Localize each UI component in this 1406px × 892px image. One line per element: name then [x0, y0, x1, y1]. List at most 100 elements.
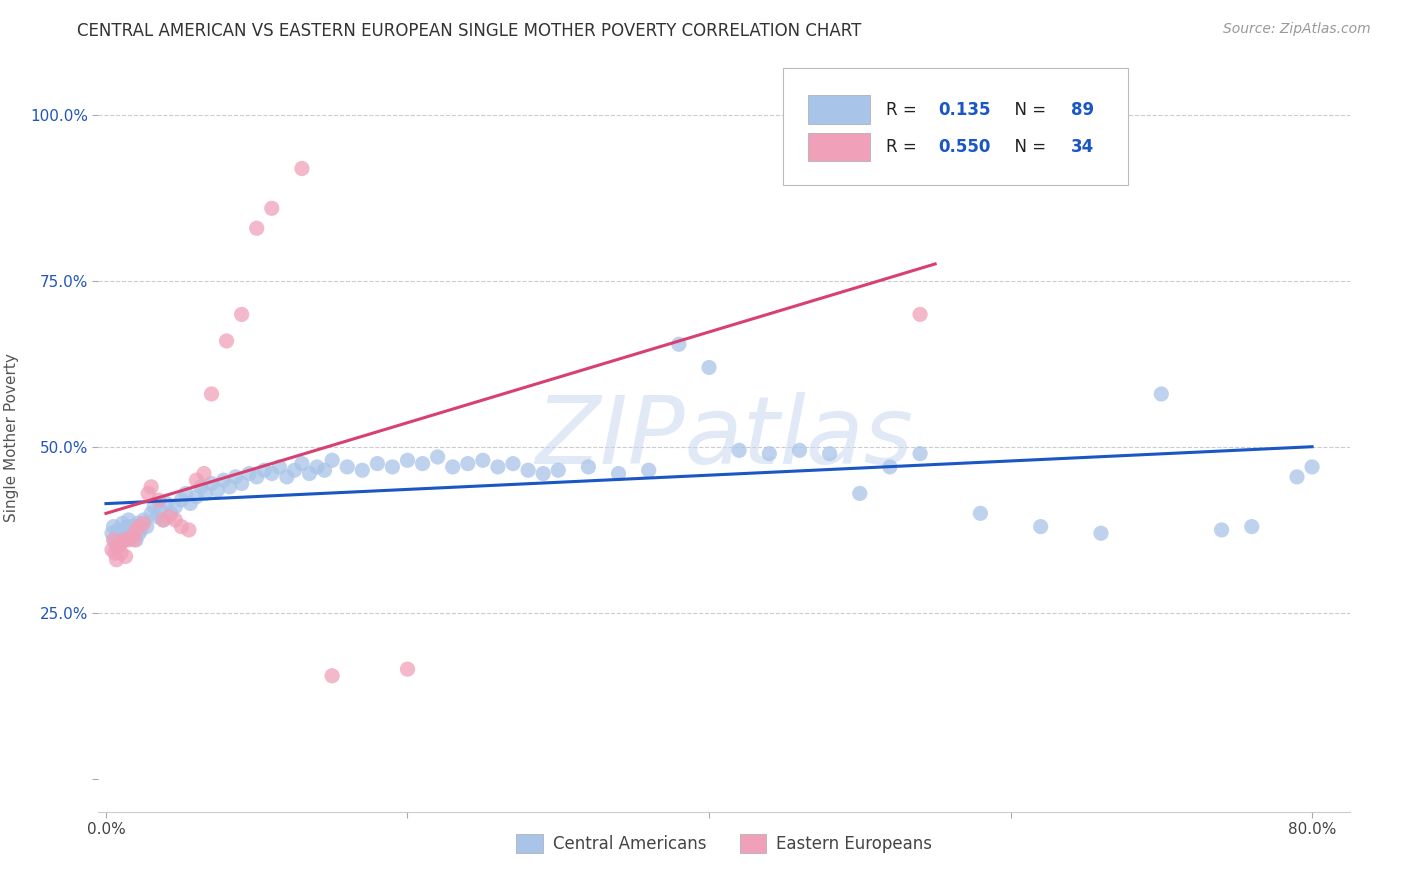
Point: [818, 447, 841, 461]
Point: [441, 459, 464, 474]
Point: [253, 463, 276, 477]
Point: [170, 493, 193, 508]
Point: [457, 457, 479, 471]
Point: [276, 470, 298, 484]
Point: [170, 519, 193, 533]
Point: [148, 493, 170, 508]
Point: [141, 480, 163, 494]
Point: [212, 473, 235, 487]
Point: [128, 526, 150, 541]
Text: R =: R =: [886, 101, 921, 119]
Point: [111, 516, 134, 531]
Point: [174, 486, 197, 500]
Point: [120, 526, 142, 541]
Point: [697, 360, 720, 375]
Point: [547, 463, 569, 477]
Point: [758, 447, 780, 461]
Point: [1285, 470, 1308, 484]
Text: 89: 89: [1071, 101, 1094, 119]
Point: [1301, 459, 1323, 474]
Point: [132, 516, 155, 531]
Point: [668, 337, 690, 351]
Point: [108, 536, 131, 550]
Point: [186, 473, 208, 487]
Point: [215, 334, 238, 348]
Point: [321, 453, 343, 467]
Point: [157, 509, 180, 524]
Point: [141, 506, 163, 520]
Point: [283, 463, 305, 477]
Point: [125, 533, 148, 547]
Point: [531, 467, 554, 481]
Point: [117, 513, 139, 527]
Point: [107, 523, 129, 537]
Point: [115, 519, 138, 533]
Point: [110, 536, 132, 550]
FancyBboxPatch shape: [783, 68, 1128, 185]
Text: N =: N =: [1004, 101, 1052, 119]
Point: [576, 459, 599, 474]
Point: [269, 459, 291, 474]
Point: [104, 546, 127, 560]
Point: [366, 457, 388, 471]
Point: [136, 486, 159, 500]
Point: [146, 509, 169, 524]
Point: [607, 467, 630, 481]
Text: CENTRAL AMERICAN VS EASTERN EUROPEAN SINGLE MOTHER POVERTY CORRELATION CHART: CENTRAL AMERICAN VS EASTERN EUROPEAN SIN…: [77, 22, 862, 40]
Point: [110, 546, 132, 560]
Point: [381, 459, 404, 474]
Point: [101, 542, 124, 557]
Point: [1150, 387, 1173, 401]
Point: [114, 549, 136, 564]
Point: [135, 519, 157, 533]
Point: [149, 503, 172, 517]
Point: [122, 530, 145, 544]
Point: [186, 490, 208, 504]
Point: [260, 202, 283, 216]
Point: [1211, 523, 1233, 537]
Point: [114, 533, 136, 547]
Point: [193, 467, 215, 481]
Point: [1029, 519, 1052, 533]
Point: [305, 459, 328, 474]
Point: [200, 387, 222, 401]
Point: [908, 307, 931, 321]
Point: [121, 519, 143, 533]
Point: [728, 443, 751, 458]
Point: [314, 463, 336, 477]
Point: [128, 519, 150, 533]
Point: [486, 459, 509, 474]
Point: [112, 526, 135, 541]
Point: [177, 523, 200, 537]
Y-axis label: Single Mother Poverty: Single Mother Poverty: [4, 352, 18, 522]
Point: [412, 457, 434, 471]
FancyBboxPatch shape: [808, 133, 870, 161]
Point: [105, 540, 128, 554]
Point: [231, 476, 253, 491]
Text: 0.550: 0.550: [938, 138, 990, 156]
Legend: Central Americans, Eastern Europeans: Central Americans, Eastern Europeans: [509, 827, 939, 860]
Point: [105, 553, 128, 567]
Point: [321, 669, 343, 683]
Point: [165, 500, 187, 514]
Point: [104, 533, 127, 547]
Point: [218, 480, 240, 494]
Point: [1090, 526, 1112, 541]
Point: [124, 533, 146, 547]
Point: [879, 459, 901, 474]
Point: [246, 470, 269, 484]
Text: 34: 34: [1071, 138, 1094, 156]
Point: [107, 540, 129, 554]
Point: [291, 161, 314, 176]
Point: [103, 519, 125, 533]
Point: [152, 513, 174, 527]
Point: [637, 463, 659, 477]
Point: [129, 523, 152, 537]
Point: [152, 513, 174, 527]
FancyBboxPatch shape: [808, 95, 870, 124]
Point: [225, 470, 247, 484]
Point: [336, 459, 359, 474]
Point: [155, 496, 177, 510]
Point: [101, 526, 124, 541]
Point: [298, 467, 321, 481]
